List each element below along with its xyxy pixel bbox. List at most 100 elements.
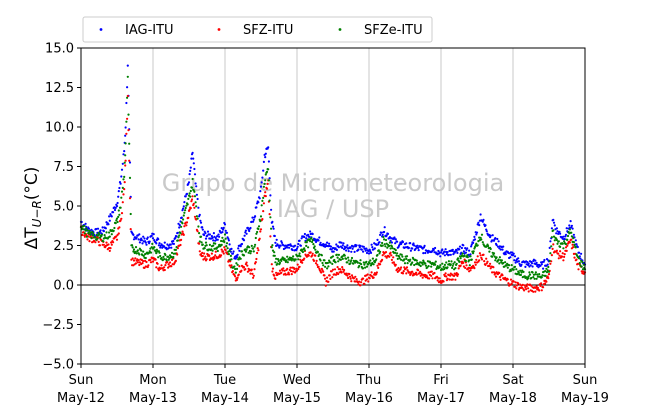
data-point: [570, 238, 573, 241]
data-point: [256, 247, 259, 250]
data-point: [293, 244, 297, 247]
data-point: [177, 236, 180, 239]
data-point: [517, 282, 520, 285]
data-point: [203, 252, 206, 255]
data-point: [236, 276, 239, 279]
x-tick-label-day: Mon: [139, 373, 166, 388]
data-point: [170, 258, 174, 261]
data-point: [182, 207, 185, 210]
data-point: [90, 228, 93, 231]
data-point: [117, 232, 120, 235]
data-point: [337, 272, 340, 276]
data-point: [369, 251, 373, 254]
data-point: [115, 217, 119, 220]
data-point: [132, 248, 136, 251]
data-point: [505, 264, 508, 267]
data-point: [311, 254, 314, 257]
data-point: [396, 240, 399, 243]
data-point: [120, 212, 124, 215]
data-point: [118, 213, 121, 216]
data-point: [346, 274, 349, 277]
data-point: [339, 258, 342, 261]
data-point: [128, 142, 131, 145]
data-point: [88, 229, 91, 232]
data-point: [475, 258, 478, 261]
data-point: [167, 255, 170, 258]
data-point: [190, 157, 193, 160]
data-point: [84, 229, 87, 232]
data-point: [91, 234, 94, 237]
data-point: [235, 262, 238, 265]
data-point: [372, 263, 375, 266]
data-point: [132, 238, 136, 241]
data-point: [255, 206, 258, 209]
data-point: [541, 274, 544, 277]
data-point: [147, 264, 150, 267]
data-point: [86, 229, 89, 232]
data-point: [138, 241, 141, 244]
data-point: [286, 267, 289, 270]
data-point: [510, 282, 513, 285]
data-point: [570, 235, 574, 238]
data-point: [275, 244, 278, 247]
data-point: [456, 257, 460, 260]
data-point: [248, 229, 251, 233]
data-point: [328, 242, 331, 245]
data-point: [368, 262, 371, 265]
data-point: [330, 270, 333, 273]
data-point: [532, 290, 535, 293]
data-point: [279, 244, 282, 247]
data-point: [112, 229, 115, 232]
data-point: [350, 250, 353, 253]
data-point: [362, 261, 365, 264]
data-point: [544, 282, 547, 285]
data-point: [303, 249, 306, 252]
data-point: [386, 246, 389, 249]
data-point: [564, 246, 568, 249]
data-point: [383, 226, 386, 229]
data-point: [433, 271, 436, 275]
data-point: [385, 234, 388, 237]
data-point: [507, 282, 510, 285]
data-point: [403, 258, 406, 261]
x-tick-label-day: Wed: [283, 373, 311, 388]
data-point: [83, 224, 86, 227]
data-point: [212, 232, 215, 235]
data-point: [407, 246, 410, 249]
data-point: [485, 257, 488, 260]
data-point: [201, 243, 204, 246]
data-point: [153, 239, 156, 242]
data-point: [156, 262, 159, 265]
data-point: [108, 235, 111, 238]
data-point: [175, 235, 178, 238]
data-point: [125, 132, 128, 135]
data-point: [275, 271, 278, 274]
data-point: [557, 257, 560, 260]
data-point: [392, 256, 395, 259]
data-point: [189, 166, 192, 169]
data-point: [121, 162, 124, 165]
data-point: [441, 248, 444, 251]
data-point: [107, 223, 110, 226]
data-point: [312, 243, 315, 246]
data-point: [331, 268, 335, 271]
data-point: [358, 280, 361, 283]
data-point: [451, 248, 454, 251]
x-tick-label-date: May-12: [57, 391, 105, 406]
data-point: [513, 285, 517, 288]
data-point: [386, 232, 390, 235]
data-point: [236, 263, 239, 266]
data-point: [360, 248, 363, 251]
data-point: [180, 225, 183, 228]
data-point: [125, 120, 128, 123]
data-point: [440, 281, 443, 284]
data-point: [395, 254, 398, 257]
data-point: [134, 246, 138, 249]
data-point: [84, 222, 87, 225]
data-point: [343, 268, 346, 272]
data-point: [419, 264, 422, 268]
data-point: [460, 246, 463, 250]
data-point: [417, 269, 420, 272]
data-point: [438, 277, 441, 280]
data-point: [491, 234, 494, 237]
